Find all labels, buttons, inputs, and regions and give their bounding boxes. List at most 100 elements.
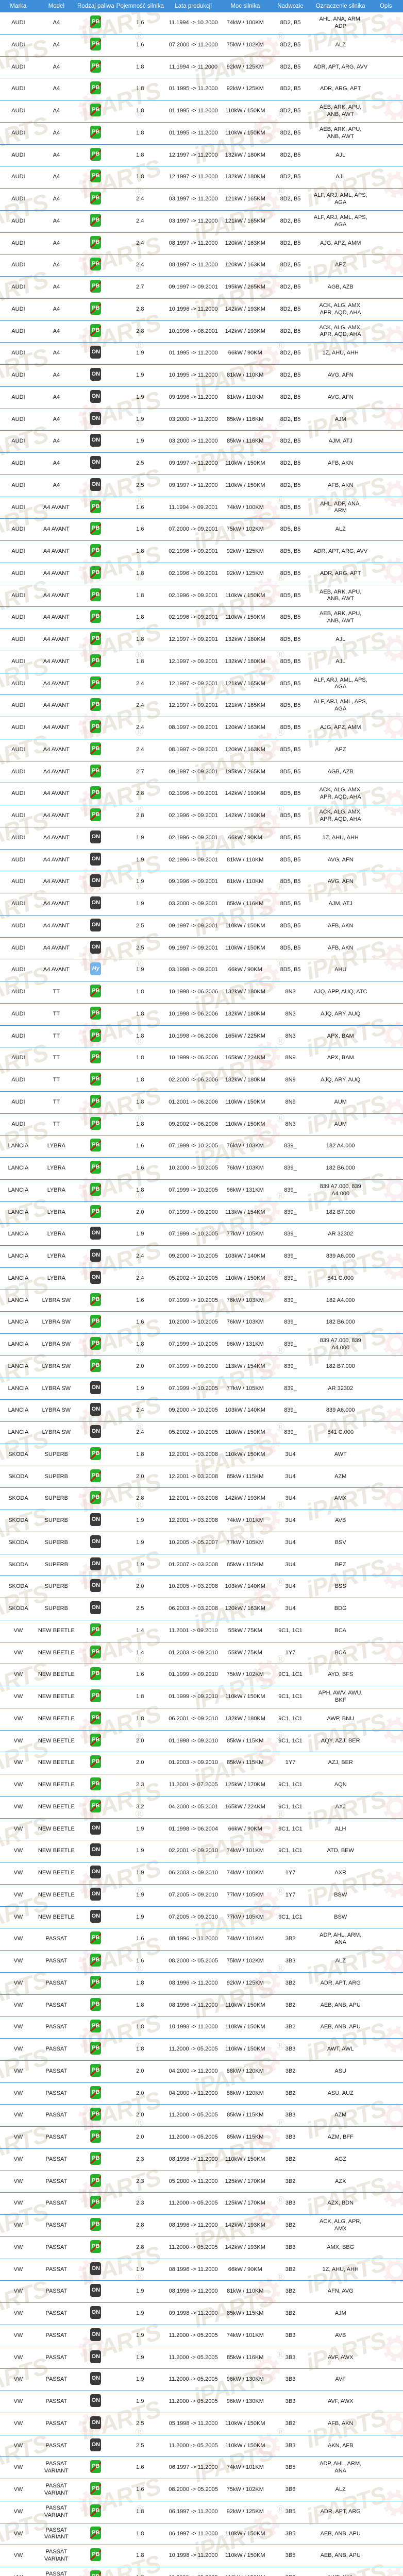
table-row[interactable]: AUDI A4 AVANT PB 2.8 02.1996 -> 09.2001 142kW… <box>0 783 403 805</box>
table-row[interactable]: AUDI A4 PB 2.4 03.1997 -> 11.2000 121kW / 165… <box>0 188 403 211</box>
column-header-model[interactable]: Model <box>36 0 76 12</box>
table-row[interactable]: AUDI A4 PB 2.7 09.1997 -> 09.2001 195kW / 265… <box>0 276 403 299</box>
table-row[interactable]: AUDI A4 AVANT Hy 1.9 03.1998 -> 09.2001 66kW … <box>0 959 403 981</box>
table-row[interactable]: LANCIA LYBRA PB 1.6 07.1999 -> 10.2005 76kW /… <box>0 1135 403 1158</box>
table-row[interactable]: LANCIA LYBRA SW ON 1.9 07.1999 -> 10.2005 77k… <box>0 1377 403 1400</box>
table-row[interactable]: AUDI A4 AVANT PB 2.8 02.1996 -> 09.2001 142kW… <box>0 805 403 827</box>
table-row[interactable]: VW PASSAT ON 1.9 11.2000 -> 05.2005 85kW / 11… <box>0 2346 403 2369</box>
table-row[interactable]: AUDI A4 AVANT ON 1.9 09.1996 -> 09.2001 81kW … <box>0 871 403 893</box>
table-row[interactable]: SKODA SUPERB ON 1.9 01.2007 -> 03.2008 85kW /… <box>0 1553 403 1577</box>
table-row[interactable]: VW PASSAT ON 2.5 05.1998 -> 11.2000 110kW / 1… <box>0 2412 403 2435</box>
table-row[interactable]: AUDI A4 ON 1.9 10.1995 -> 11.2000 81kW / 110K… <box>0 364 403 387</box>
table-row[interactable]: AUDI A4 AVANT ON 1.9 02.1996 -> 09.2001 66kW … <box>0 826 403 850</box>
table-row[interactable]: VW NEW BEETLE PB 2.0 01.2003 -> 09.2010 85kW … <box>0 1752 403 1774</box>
table-row[interactable]: AUDI TT PB 1.8 09.2002 -> 06.2006 110kW / 150… <box>0 1113 403 1136</box>
table-row[interactable]: VW PASSAT ON 1.9 11.2000 -> 05.2005 96kW / 13… <box>0 2368 403 2391</box>
table-row[interactable]: VW NEW BEETLE ON 1.9 06.2003 -> 09.2010 74kW … <box>0 1862 403 1885</box>
table-row[interactable]: LANCIA LYBRA SW PB 1.8 07.1999 -> 10.2005 96k… <box>0 1333 403 1356</box>
column-header-poj[interactable]: Pojemność silnika <box>115 0 165 12</box>
table-row[interactable]: AUDI A4 AVANT PB 1.8 12.1997 -> 09.2001 132kW… <box>0 629 403 651</box>
table-row[interactable]: LANCIA LYBRA ON 2.4 05.2002 -> 10.2005 110kW … <box>0 1267 403 1290</box>
table-row[interactable]: SKODA SUPERB ON 1.9 12.2001 -> 03.2008 74kW /… <box>0 1510 403 1532</box>
table-row[interactable]: VW PASSAT PB 1.6 08.2000 -> 05.2005 75kW / 10… <box>0 1950 403 1973</box>
table-row[interactable]: LANCIA LYBRA PB 1.8 07.1999 -> 10.2005 96kW /… <box>0 1179 403 1202</box>
table-row[interactable]: VW PASSAT PB 1.6 08.1996 -> 11.2000 74kW / 10… <box>0 1928 403 1951</box>
column-header-moc[interactable]: Moc silnika <box>222 0 269 12</box>
table-row[interactable]: VW PASSAT PB 2.0 04.2000 -> 11.2000 88kW / 12… <box>0 2082 403 2105</box>
table-row[interactable]: AUDI A4 PB 2.8 10.1996 -> 11.2000 142kW / 193… <box>0 298 403 321</box>
table-row[interactable]: VW PASSAT ON 1.9 08.1996 -> 11.2000 66kW / 90… <box>0 2258 403 2281</box>
table-row[interactable]: AUDI A4 ON 1.9 03.2000 -> 11.2000 85kW / 116K… <box>0 408 403 431</box>
table-row[interactable]: VW NEW BEETLE PB 1.4 11.2001 -> 09.2010 55kW … <box>0 1619 403 1642</box>
table-row[interactable]: VW PASSAT PB 1.8 10.1998 -> 11.2000 110kW / 1… <box>0 2016 403 2039</box>
table-row[interactable]: AUDI A4 AVANT ON 2.5 09.1997 -> 09.2001 110kW… <box>0 914 403 938</box>
table-row[interactable]: AUDI A4 AVANT PB 1.8 02.1996 -> 09.2001 110kW… <box>0 584 403 607</box>
table-row[interactable]: AUDI A4 PB 1.8 01.1995 -> 11.2000 110kW / 150… <box>0 100 403 123</box>
table-row[interactable]: VW NEW BEETLE ON 1.9 07.2005 -> 09.2010 77kW … <box>0 1906 403 1929</box>
table-row[interactable]: VW NEW BEETLE PB 2.0 01.1998 -> 09.2010 85kW … <box>0 1730 403 1753</box>
table-row[interactable]: VW NEW BEETLE PB 1.8 01.1999 -> 09.2010 110kW… <box>0 1686 403 1708</box>
table-row[interactable]: VW PASSAT PB 2.8 11.2000 -> 05.2005 142kW / 1… <box>0 2236 403 2259</box>
table-row[interactable]: AUDI TT PB 1.8 10.1998 -> 06.2006 132kW / 180… <box>0 1003 403 1026</box>
table-row[interactable]: LANCIA LYBRA PB 1.6 10.2000 -> 10.2005 76kW /… <box>0 1157 403 1180</box>
table-row[interactable]: SKODA SUPERB PB 2.0 12.2001 -> 03.2008 85kW /… <box>0 1465 403 1488</box>
table-row[interactable]: SKODA SUPERB PB 2.8 12.2001 -> 03.2008 142kW … <box>0 1487 403 1510</box>
table-row[interactable]: AUDI A4 PB 2.8 10.1996 -> 08.2001 142kW / 193… <box>0 320 403 343</box>
table-row[interactable]: VW PASSAT VARIANT PB 1.8 06.1997 -> 11.2000 1… <box>0 2522 403 2546</box>
table-row[interactable]: VW PASSAT VARIANT PB 1.8 06.1997 -> 11.2000 9… <box>0 2500 403 2523</box>
table-row[interactable]: VW PASSAT ON 1.9 08.1996 -> 11.2000 81kW / 11… <box>0 2280 403 2303</box>
table-row[interactable]: AUDI A4 PB 1.8 11.1994 -> 11.2000 92kW / 125K… <box>0 56 403 79</box>
table-row[interactable]: AUDI TT PB 1.8 02.2000 -> 06.2006 132kW / 180… <box>0 1069 403 1092</box>
table-row[interactable]: AUDI A4 AVANT ON 1.9 02.1996 -> 09.2001 81kW … <box>0 849 403 872</box>
table-row[interactable]: AUDI A4 AVANT PB 1.6 07.2000 -> 09.2001 75kW … <box>0 518 403 541</box>
table-row[interactable]: AUDI TT PB 1.8 10.1998 -> 06.2006 165kW / 225… <box>0 1025 403 1048</box>
table-row[interactable]: VW PASSAT PB 2.3 08.1996 -> 11.2000 110kW / 1… <box>0 2148 403 2171</box>
table-row[interactable]: AUDI TT PB 1.8 01.2001 -> 06.2006 110kW / 150… <box>0 1091 403 1114</box>
table-row[interactable]: VW PASSAT PB 2.0 04.2000 -> 11.2000 88kW / 12… <box>0 2060 403 2083</box>
table-row[interactable]: SKODA SUPERB PB 1.8 12.2001 -> 03.2008 110kW … <box>0 1443 403 1466</box>
table-row[interactable]: AUDI TT PB 1.8 10.1998 -> 06.2006 132kW / 180… <box>0 981 403 1004</box>
table-row[interactable]: AUDI A4 PB 2.4 08.1997 -> 11.2000 120kW / 163… <box>0 254 403 277</box>
table-row[interactable]: VW NEW BEETLE PB 1.4 01.2003 -> 09.2010 55kW … <box>0 1641 403 1665</box>
table-row[interactable]: AUDI A4 AVANT PB 1.8 02.1996 -> 09.2001 110kW… <box>0 606 403 629</box>
table-row[interactable]: LANCIA LYBRA SW PB 1.6 07.1999 -> 10.2005 76k… <box>0 1289 403 1312</box>
table-row[interactable]: AUDI A4 ON 2.5 09.1997 -> 11.2000 110kW / 150… <box>0 474 403 497</box>
table-row[interactable]: VW NEW BEETLE ON 1.9 07.2005 -> 09.2010 77kW … <box>0 1884 403 1907</box>
table-row[interactable]: AUDI A4 AVANT ON 1.9 03.2000 -> 09.2001 85kW … <box>0 893 403 916</box>
table-row[interactable]: AUDI A4 PB 1.8 12.1997 -> 11.2000 132kW / 180… <box>0 144 403 167</box>
table-row[interactable]: AUDI A4 PB 2.4 08.1997 -> 11.2000 120kW / 163… <box>0 232 403 255</box>
table-row[interactable]: AUDI A4 AVANT PB 1.8 02.1996 -> 09.2001 92kW … <box>0 540 403 563</box>
table-row[interactable]: AUDI A4 PB 1.6 07.2000 -> 11.2000 75kW / 102K… <box>0 33 403 57</box>
table-row[interactable]: VW PASSAT PB 2.3 11.2000 -> 05.2005 125kW / 1… <box>0 2192 403 2215</box>
table-row[interactable]: VW PASSAT VARIANT PB 1.6 06.1997 -> 11.2000 7… <box>0 2456 403 2479</box>
table-row[interactable]: AUDI A4 AVANT PB 1.8 02.1996 -> 09.2001 92kW … <box>0 562 403 585</box>
table-row[interactable]: VW NEW BEETLE PB 2.3 11.2001 -> 07.2005 125kW… <box>0 1774 403 1797</box>
table-row[interactable]: SKODA SUPERB ON 2.5 06.2003 -> 03.2008 120kW … <box>0 1598 403 1620</box>
table-row[interactable]: VW NEW BEETLE PB 1.6 01.1999 -> 09.2010 75kW … <box>0 1664 403 1686</box>
table-row[interactable]: VW PASSAT PB 2.8 08.1996 -> 11.2000 142kW / 1… <box>0 2214 403 2237</box>
column-header-nadwozie[interactable]: Nadwozie <box>268 0 312 12</box>
table-row[interactable]: VW PASSAT PB 1.8 08.1996 -> 11.2000 110kW / 1… <box>0 1994 403 2017</box>
table-row[interactable]: VW PASSAT ON 1.9 11.2000 -> 05.2005 74kW / 10… <box>0 2324 403 2347</box>
table-row[interactable]: AUDI A4 AVANT PB 1.6 11.1994 -> 09.2001 74kW … <box>0 496 403 519</box>
table-row[interactable]: VW NEW BEETLE PB 1.8 06.2001 -> 09.2010 132kW… <box>0 1707 403 1731</box>
table-row[interactable]: LANCIA LYBRA SW ON 2.4 09.2000 -> 10.2005 103… <box>0 1399 403 1422</box>
table-row[interactable]: AUDI A4 AVANT ON 2.5 09.1997 -> 09.2001 110kW… <box>0 937 403 960</box>
table-row[interactable]: VW NEW BEETLE ON 1.9 01.1998 -> 06.2004 66kW … <box>0 1818 403 1841</box>
table-row[interactable]: VW PASSAT ON 1.9 09.1998 -> 11.2000 85kW / 11… <box>0 2302 403 2325</box>
table-row[interactable]: AUDI A4 ON 2.5 09.1997 -> 11.2000 110kW / 150… <box>0 452 403 475</box>
table-row[interactable]: VW PASSAT PB 2.0 11.2000 -> 05.2005 85kW / 11… <box>0 2126 403 2149</box>
table-row[interactable]: AUDI A4 ON 1.9 03.2000 -> 11.2000 85kW / 116K… <box>0 430 403 453</box>
table-row[interactable]: SKODA SUPERB ON 2.0 10.2005 -> 03.2008 103kW … <box>0 1575 403 1598</box>
table-row[interactable]: LANCIA LYBRA SW PB 2.0 07.1999 -> 09.2000 113… <box>0 1355 403 1378</box>
table-row[interactable]: AUDI A4 AVANT PB 2.4 12.1997 -> 09.2001 121kW… <box>0 672 403 696</box>
column-header-lata[interactable]: Lata produkcji <box>164 0 222 12</box>
table-row[interactable]: AUDI A4 AVANT PB 2.4 12.1997 -> 09.2001 121kW… <box>0 694 403 717</box>
table-row[interactable]: AUDI A4 AVANT PB 2.4 08.1997 -> 09.2001 120kW… <box>0 717 403 739</box>
table-row[interactable]: VW NEW BEETLE PB 3.2 04.2000 -> 05.2001 165kW… <box>0 1795 403 1819</box>
table-row[interactable]: SKODA SUPERB ON 1.9 10.2005 -> 05.2007 77kW /… <box>0 1531 403 1554</box>
table-row[interactable]: VW PASSAT PB 2.3 05.2000 -> 11.2000 125kW / 1… <box>0 2170 403 2193</box>
table-row[interactable]: LANCIA LYBRA PB 2.0 07.1999 -> 09.2000 113kW … <box>0 1201 403 1224</box>
table-row[interactable]: AUDI A4 PB 1.8 01.1995 -> 11.2000 92kW / 125K… <box>0 78 403 100</box>
